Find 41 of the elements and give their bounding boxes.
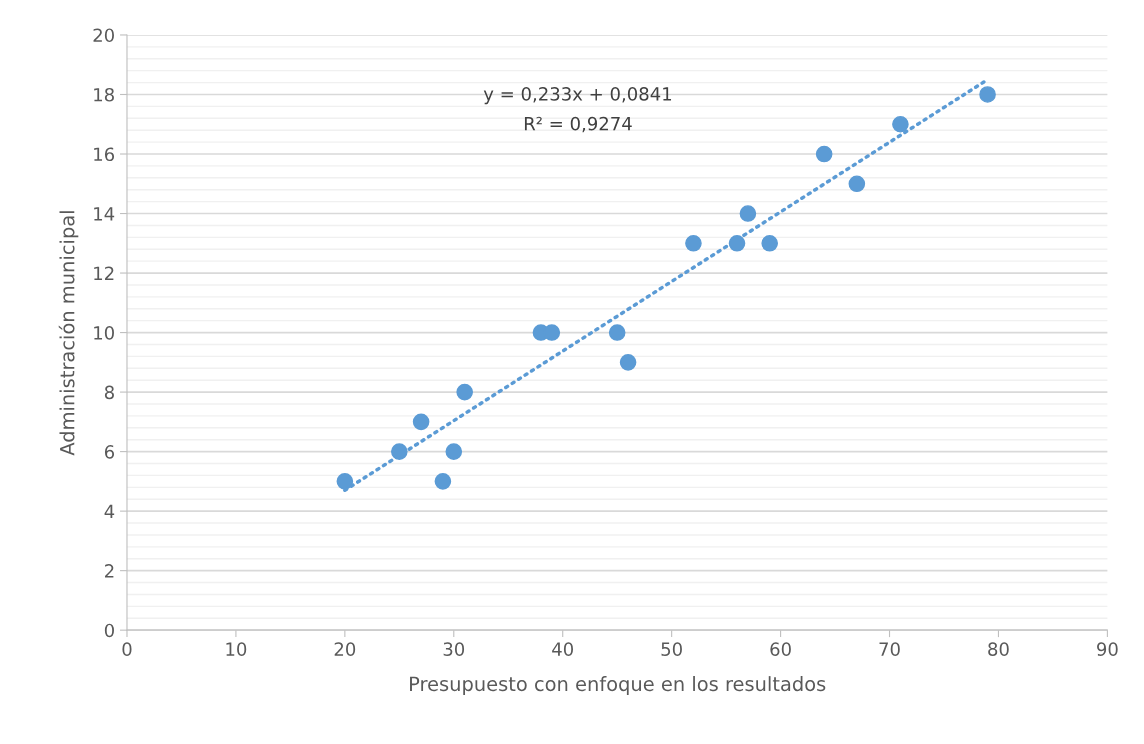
- point: [391, 443, 408, 460]
- y-tick-label: 20: [93, 28, 114, 43]
- point: [336, 473, 354, 490]
- y-tick-label: 12: [94, 266, 114, 280]
- x-tick-label: 0: [122, 642, 132, 656]
- y-axis-title: Administración municipal: [58, 211, 79, 456]
- point: [619, 354, 637, 371]
- y-tick-label: 10: [94, 326, 114, 340]
- point: [739, 205, 757, 222]
- y-tick-label: 6: [104, 445, 115, 459]
- y-tick-label: 16: [94, 147, 115, 162]
- x-tick-label: 70: [879, 642, 900, 656]
- point: [685, 234, 702, 252]
- y-tick-label: 4: [104, 504, 115, 518]
- y-tick-label: 14: [94, 207, 115, 221]
- annotation: R² = 0,9274: [524, 116, 632, 133]
- x-tick-label: 50: [661, 642, 682, 656]
- point: [608, 324, 626, 341]
- point: [761, 234, 778, 252]
- x-tick-label: 10: [226, 642, 247, 656]
- point: [434, 473, 452, 490]
- x-tick-label: 80: [988, 642, 1009, 656]
- x-tick-label: 20: [334, 642, 356, 656]
- point: [892, 115, 909, 133]
- y-tick-label: 18: [94, 87, 114, 102]
- x-tick-label: 90: [1097, 642, 1118, 656]
- point: [412, 413, 430, 431]
- point: [815, 145, 833, 163]
- point: [979, 86, 996, 103]
- x-tick-label: 40: [552, 642, 574, 656]
- point: [445, 443, 463, 460]
- x-tick-label: 60: [770, 642, 791, 656]
- y-tick-label: 8: [104, 385, 114, 400]
- point: [728, 234, 746, 252]
- annotation: y = 0,233x + 0,0841: [483, 87, 672, 105]
- y-tick-label: 2: [105, 564, 114, 578]
- y-tick-label: 0: [104, 623, 114, 638]
- x-tick-label: 30: [443, 642, 465, 656]
- point: [456, 383, 473, 401]
- x-axis-title: Presupuesto con enfoque en los resultados: [410, 676, 826, 695]
- point: [848, 175, 866, 193]
